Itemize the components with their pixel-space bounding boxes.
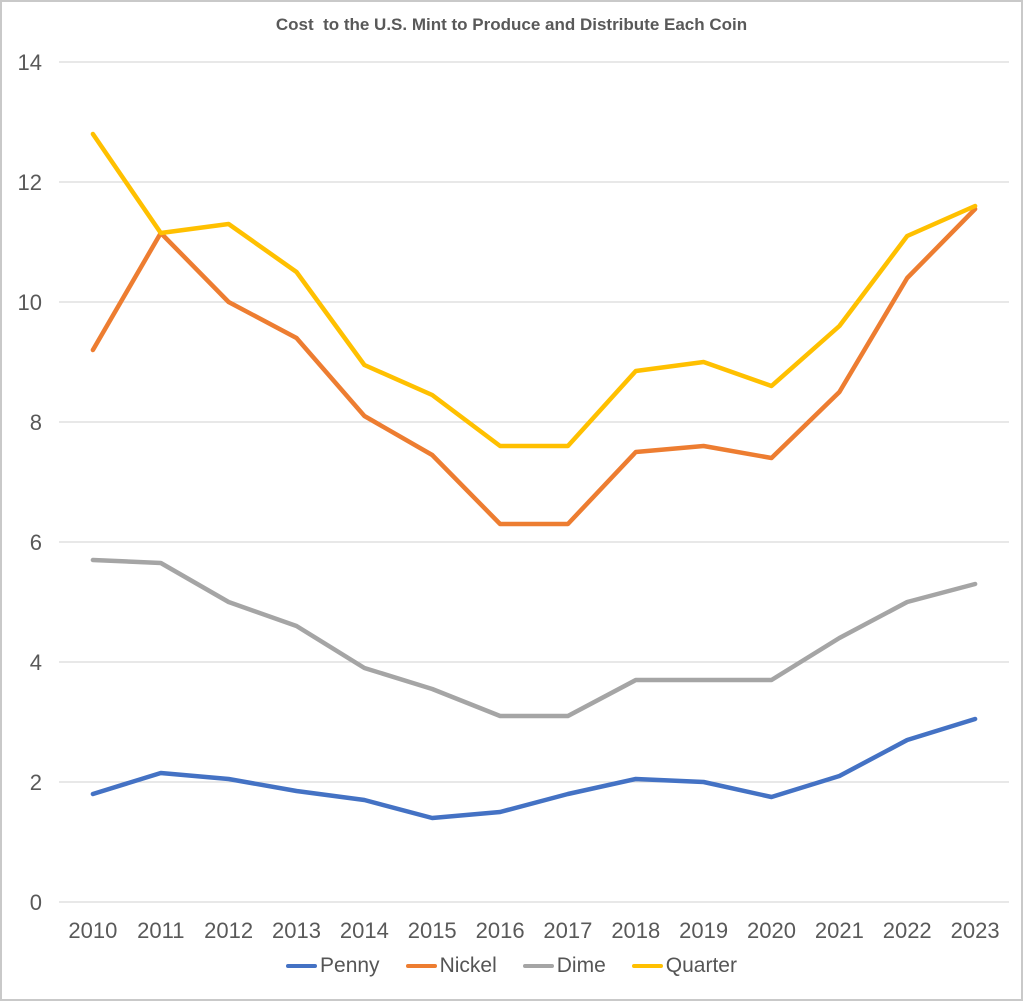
x-axis-tick-labels: 2010 2011 2012 2013 2014 2015 2016 2017 2018 2019…: [68, 918, 999, 943]
y-tick-label-0: 0: [30, 890, 42, 915]
y-tick-label-14: 14: [18, 50, 42, 75]
legend-swatch-nickel: [405, 963, 437, 969]
x-tick-label-2017: 2017: [543, 918, 592, 943]
series-lines: [90, 131, 978, 821]
legend-label-quarter: Quarter: [665, 954, 737, 977]
x-tick-label-2023: 2023: [951, 918, 1000, 943]
y-tick-label-6: 6: [30, 530, 42, 555]
x-tick-label-2016: 2016: [476, 918, 525, 943]
series-line-nickel: [90, 206, 978, 527]
legend-item-penny: Penny: [286, 954, 380, 978]
y-tick-label-4: 4: [30, 650, 42, 675]
x-tick-label-2010: 2010: [68, 918, 117, 943]
legend-swatch-quarter: [631, 963, 663, 969]
x-tick-label-2022: 2022: [883, 918, 932, 943]
x-tick-label-2019: 2019: [679, 918, 728, 943]
legend-label-dime: Dime: [556, 954, 606, 977]
x-tick-label-2020: 2020: [747, 918, 796, 943]
y-tick-label-8: 8: [30, 410, 42, 435]
series-line-dime: [90, 557, 978, 719]
chart-legend: Penny Nickel Dime Quarter: [2, 954, 1021, 978]
legend-item-nickel: Nickel: [405, 954, 497, 978]
y-tick-label-12: 12: [18, 170, 42, 195]
x-tick-label-2018: 2018: [611, 918, 660, 943]
x-tick-label-2012: 2012: [204, 918, 253, 943]
y-tick-label-2: 2: [30, 770, 42, 795]
series-line-quarter: [90, 131, 978, 449]
gridlines: [59, 61, 1009, 903]
series-line-penny: [90, 716, 978, 821]
legend-item-dime: Dime: [522, 954, 606, 978]
x-tick-label-2021: 2021: [815, 918, 864, 943]
legend-label-nickel: Nickel: [439, 954, 497, 977]
x-tick-label-2015: 2015: [408, 918, 457, 943]
legend-swatch-penny: [286, 963, 318, 969]
legend-item-quarter: Quarter: [631, 954, 737, 978]
x-tick-label-2011: 2011: [137, 918, 184, 943]
x-tick-label-2013: 2013: [272, 918, 321, 943]
legend-swatch-dime: [522, 963, 554, 969]
x-tick-label-2014: 2014: [340, 918, 389, 943]
y-axis-tick-labels: 0 2 4 6 8 10 12 14: [18, 50, 42, 915]
legend-label-penny: Penny: [320, 954, 380, 977]
y-tick-label-10: 10: [18, 290, 42, 315]
chart-title: Cost to the U.S. Mint to Produce and Dis…: [275, 15, 748, 34]
